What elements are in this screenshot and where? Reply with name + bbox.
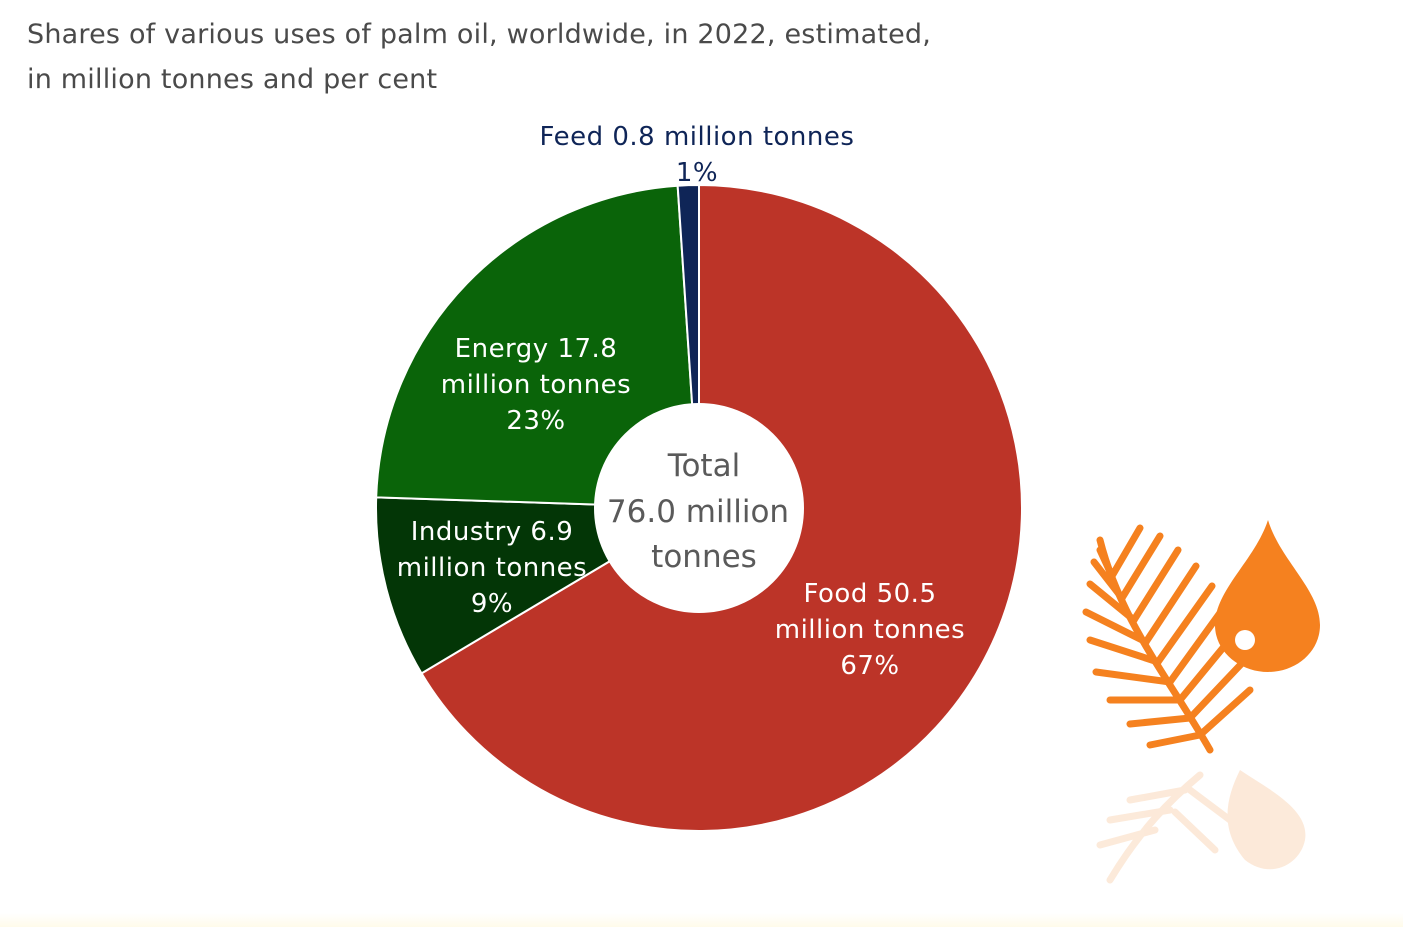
label-industry-line-3: 9%	[471, 589, 513, 619]
icon-reflection	[1096, 770, 1306, 884]
oil-drop-icon	[1215, 520, 1320, 672]
center-label-line-2: 76.0 million	[607, 494, 789, 530]
label-industry-line-2: million tonnes	[397, 553, 587, 583]
label-food-line-3: 67%	[840, 651, 899, 681]
donut-hole	[594, 403, 804, 613]
label-feed-line-1: Feed 0.8 million tonnes	[540, 122, 855, 152]
center-label-line-3: tonnes	[651, 539, 757, 575]
label-feed-line-2: 1%	[676, 158, 718, 188]
title-line-2: in million tonnes and per cent	[27, 64, 438, 95]
label-energy-line-2: million tonnes	[441, 370, 631, 400]
slice-energy	[375, 184, 701, 510]
chart-title: Shares of various uses of palm oil, worl…	[27, 12, 931, 102]
bottom-glow	[0, 913, 1403, 927]
palm-leaf-icon	[1082, 524, 1254, 754]
center-label: Total 76.0 million tonnes	[607, 448, 789, 575]
label-industry-line-1: Industry 6.9	[411, 517, 574, 547]
label-food-line-2: million tonnes	[775, 615, 965, 645]
slice-labels-group: Food 50.5 million tonnes 67% Industry 6.9 mi…	[397, 122, 965, 681]
label-food-line-1: Food 50.5	[803, 579, 936, 609]
title-line-1: Shares of various uses of palm oil, worl…	[27, 19, 932, 50]
center-label-line-1: Total	[667, 448, 740, 484]
label-energy-line-3: 23%	[506, 406, 565, 436]
label-energy-line-1: Energy 17.8	[455, 334, 618, 364]
